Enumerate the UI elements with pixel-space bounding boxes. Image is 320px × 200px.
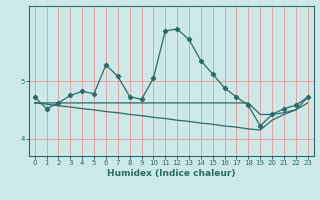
X-axis label: Humidex (Indice chaleur): Humidex (Indice chaleur) <box>107 169 236 178</box>
